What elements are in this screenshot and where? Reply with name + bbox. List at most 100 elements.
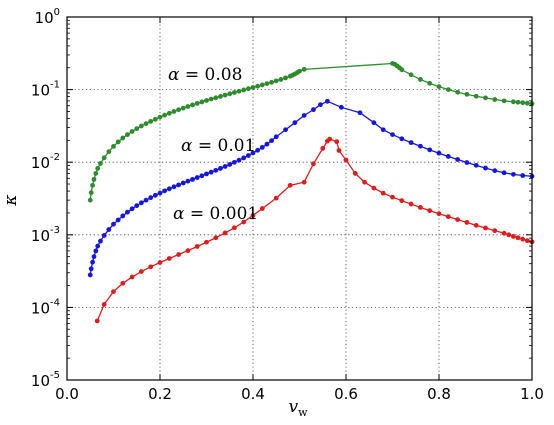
series-1 [87, 98, 535, 278]
data-point [98, 238, 103, 244]
data-point [436, 150, 442, 156]
data-point [148, 195, 154, 201]
data-point [418, 205, 423, 210]
series-2 [94, 136, 535, 324]
data-point [166, 256, 172, 261]
data-point [157, 114, 163, 120]
data-point [255, 147, 261, 153]
data-point [152, 116, 158, 122]
data-point [380, 190, 386, 196]
data-point [334, 139, 340, 145]
data-point [129, 129, 135, 134]
data-point [236, 88, 242, 94]
data-point [436, 84, 442, 89]
data-point [390, 132, 395, 138]
data-point [227, 91, 233, 97]
data-point [408, 201, 414, 207]
data-point [245, 153, 251, 158]
data-point [273, 78, 279, 84]
data-point [204, 239, 209, 245]
data-point [255, 83, 261, 89]
data-point [106, 149, 112, 154]
data-point [171, 184, 177, 190]
data-point [232, 90, 237, 95]
data-point [139, 123, 144, 129]
data-point [134, 203, 140, 209]
data-point [95, 243, 101, 249]
annotations: α = 0.08 α = 0.01 α = 0.001 [168, 65, 258, 224]
series-line [89, 62, 533, 201]
data-point [283, 75, 288, 81]
data-point [380, 127, 386, 133]
data-point [427, 208, 433, 214]
y-tick-label: 10-2 [31, 152, 60, 172]
data-point [427, 147, 433, 153]
data-point [399, 67, 405, 73]
data-point [501, 98, 507, 104]
data-point [213, 167, 219, 173]
data-point [520, 173, 526, 178]
data-point [185, 104, 191, 109]
data-point [371, 185, 377, 191]
data-point [232, 225, 237, 231]
data-point [194, 244, 200, 249]
data-point [190, 102, 195, 108]
data-point [473, 93, 479, 99]
data-point [152, 192, 158, 198]
series-annotation: α = 0.01 [181, 136, 255, 156]
data-point [199, 99, 205, 105]
data-point [139, 200, 144, 206]
data-point [176, 182, 182, 188]
data-point [241, 219, 247, 225]
data-point [111, 221, 116, 227]
data-point [157, 190, 163, 196]
data-point [371, 120, 377, 126]
data-point [245, 86, 251, 92]
data-point [190, 176, 195, 182]
data-point [143, 121, 149, 127]
data-point [250, 150, 256, 156]
data-point [101, 233, 107, 238]
x-tick-labels: 0.0 0.2 0.4 0.6 0.8 1.0 [55, 385, 544, 403]
series-line [96, 138, 533, 322]
data-point [232, 159, 237, 165]
series-0 [87, 61, 535, 203]
data-point [273, 134, 279, 140]
data-point [301, 179, 307, 185]
data-point [311, 107, 316, 113]
data-point [176, 107, 182, 113]
y-tick-label: 10-5 [31, 370, 60, 390]
data-point [204, 171, 209, 177]
data-point [506, 232, 512, 238]
data-point [318, 102, 323, 108]
data-point [166, 110, 172, 116]
data-point [455, 217, 460, 222]
plot-frame [66, 16, 533, 381]
data-point [222, 92, 228, 98]
tick-marks [66, 16, 533, 381]
data-point [213, 95, 219, 101]
data-point [343, 157, 349, 163]
data-point [455, 157, 460, 162]
data-point [408, 140, 414, 146]
data-point [101, 155, 107, 161]
series-annotation: α = 0.08 [168, 65, 242, 85]
data-point [111, 289, 116, 295]
data-point [204, 98, 209, 103]
data-point [87, 272, 93, 278]
data-point [236, 157, 242, 163]
data-point [218, 94, 223, 99]
data-point [120, 280, 126, 286]
data-point [91, 254, 97, 260]
data-point [301, 113, 307, 118]
data-point [208, 96, 214, 102]
data-point [492, 228, 498, 234]
data-point [436, 211, 442, 217]
data-point [259, 82, 265, 88]
data-point [325, 98, 330, 104]
data-point [129, 206, 135, 212]
y-tick-label: 10-3 [31, 225, 60, 245]
x-tick-label: 0.6 [334, 385, 358, 403]
data-point [171, 109, 177, 114]
